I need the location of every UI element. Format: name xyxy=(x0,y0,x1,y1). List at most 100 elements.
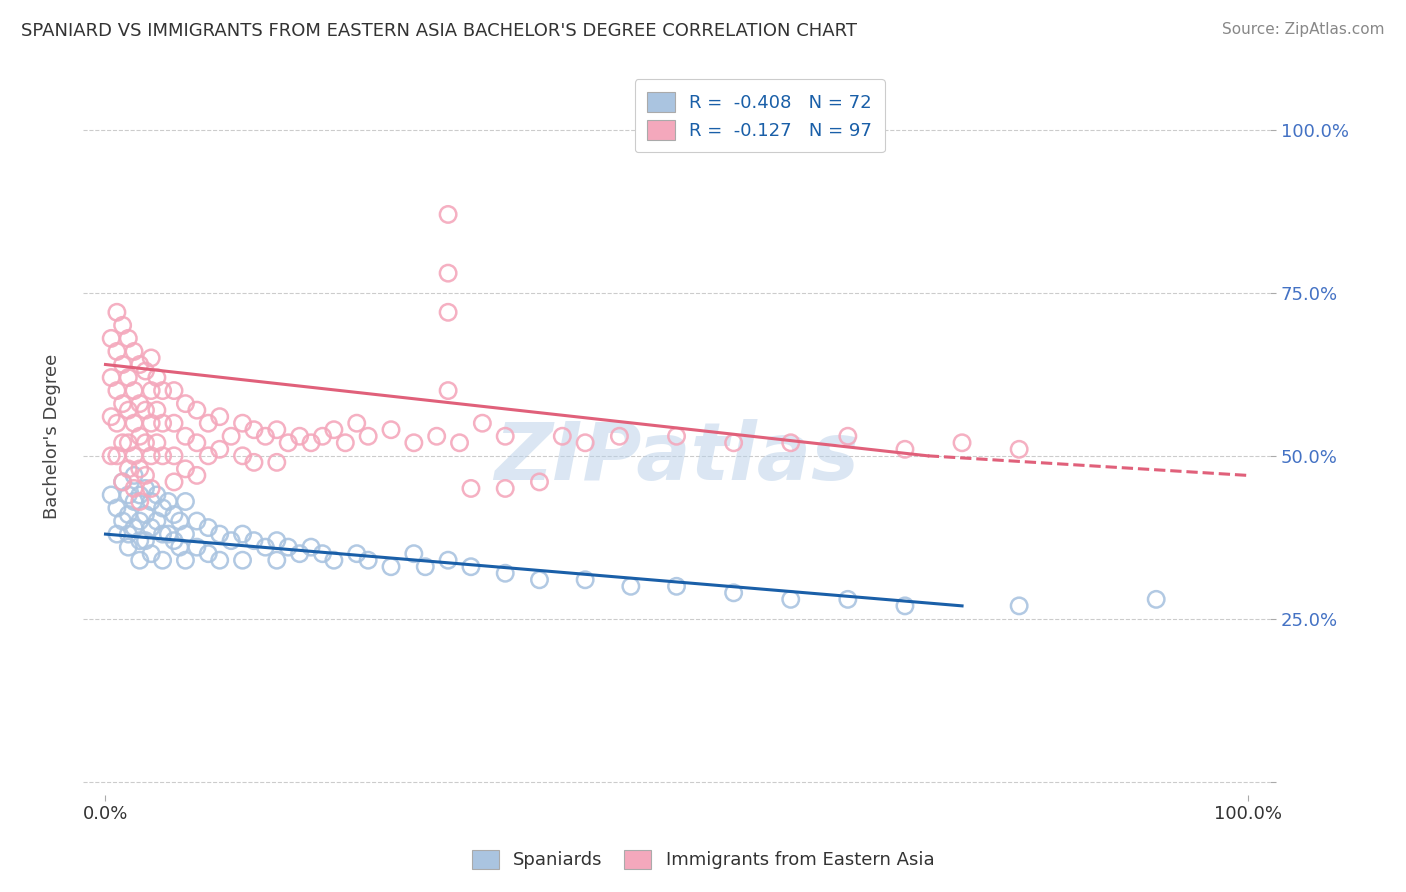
Point xyxy=(219,429,242,443)
Point xyxy=(574,573,596,587)
Point xyxy=(288,547,311,561)
Point xyxy=(134,364,156,378)
Point xyxy=(163,533,186,548)
Point xyxy=(665,579,688,593)
Point xyxy=(232,553,254,567)
Point xyxy=(574,435,596,450)
Point xyxy=(437,207,460,221)
Point xyxy=(460,559,482,574)
Point xyxy=(111,318,134,333)
Point xyxy=(437,553,460,567)
Point xyxy=(1144,592,1167,607)
Point xyxy=(322,423,344,437)
Point xyxy=(311,429,333,443)
Point xyxy=(105,501,128,516)
Point xyxy=(128,462,150,476)
Point xyxy=(197,449,219,463)
Point xyxy=(322,553,344,567)
Point xyxy=(122,494,145,508)
Point xyxy=(1008,599,1031,613)
Point xyxy=(243,533,266,548)
Point xyxy=(551,429,574,443)
Point xyxy=(163,508,186,522)
Point xyxy=(169,540,191,554)
Point xyxy=(141,384,163,398)
Point xyxy=(174,462,197,476)
Point xyxy=(117,435,139,450)
Point xyxy=(620,579,643,593)
Point xyxy=(157,494,180,508)
Point xyxy=(146,435,169,450)
Point xyxy=(437,305,460,319)
Point xyxy=(426,429,449,443)
Point xyxy=(152,416,174,430)
Point xyxy=(402,435,425,450)
Point xyxy=(122,482,145,496)
Point xyxy=(141,416,163,430)
Point xyxy=(141,547,163,561)
Point xyxy=(169,514,191,528)
Point xyxy=(128,514,150,528)
Point xyxy=(152,553,174,567)
Point xyxy=(197,520,219,534)
Point xyxy=(186,514,208,528)
Point xyxy=(105,449,128,463)
Text: SPANIARD VS IMMIGRANTS FROM EASTERN ASIA BACHELOR'S DEGREE CORRELATION CHART: SPANIARD VS IMMIGRANTS FROM EASTERN ASIA… xyxy=(21,22,858,40)
Point xyxy=(494,429,516,443)
Point xyxy=(141,351,163,365)
Point xyxy=(146,488,169,502)
Point xyxy=(277,435,299,450)
Point xyxy=(174,494,197,508)
Point xyxy=(141,520,163,534)
Point xyxy=(152,384,174,398)
Point xyxy=(117,508,139,522)
Point xyxy=(163,449,186,463)
Point xyxy=(100,449,122,463)
Point xyxy=(163,384,186,398)
Point xyxy=(449,435,471,450)
Point xyxy=(111,435,134,450)
Point xyxy=(186,540,208,554)
Point xyxy=(723,435,745,450)
Point xyxy=(117,488,139,502)
Point xyxy=(128,358,150,372)
Point xyxy=(197,547,219,561)
Point xyxy=(346,547,368,561)
Point xyxy=(311,547,333,561)
Point xyxy=(122,468,145,483)
Point xyxy=(105,384,128,398)
Point xyxy=(665,429,688,443)
Point xyxy=(609,429,631,443)
Point xyxy=(779,592,801,607)
Point xyxy=(128,494,150,508)
Point xyxy=(243,455,266,469)
Point xyxy=(134,508,156,522)
Point xyxy=(128,488,150,502)
Point xyxy=(529,475,551,489)
Point xyxy=(243,423,266,437)
Point xyxy=(299,540,322,554)
Point xyxy=(380,423,402,437)
Point xyxy=(186,435,208,450)
Point xyxy=(174,429,197,443)
Point xyxy=(208,553,231,567)
Point xyxy=(100,370,122,384)
Point xyxy=(299,435,322,450)
Point xyxy=(105,527,128,541)
Point xyxy=(357,429,380,443)
Point xyxy=(100,488,122,502)
Point xyxy=(122,520,145,534)
Point xyxy=(152,449,174,463)
Point xyxy=(346,416,368,430)
Point xyxy=(117,331,139,345)
Point xyxy=(117,370,139,384)
Point xyxy=(266,455,288,469)
Point xyxy=(111,358,134,372)
Y-axis label: Bachelor's Degree: Bachelor's Degree xyxy=(44,353,60,519)
Point xyxy=(122,449,145,463)
Point xyxy=(186,468,208,483)
Point xyxy=(254,540,277,554)
Point xyxy=(277,540,299,554)
Point xyxy=(232,449,254,463)
Point xyxy=(197,416,219,430)
